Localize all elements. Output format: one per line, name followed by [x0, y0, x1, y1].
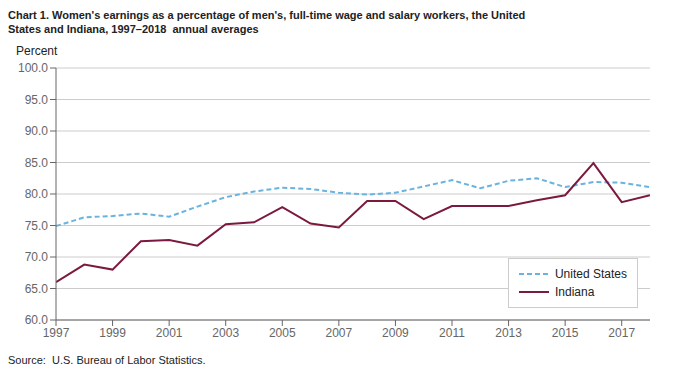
html-text:Chart 1. Women's earnings as a: Chart 1. Women's earnings as a percentag… [8, 9, 526, 21]
svg-text:1997: 1997 [43, 326, 70, 340]
svg-text:2015: 2015 [552, 326, 579, 340]
svg-text:65.0: 65.0 [25, 282, 49, 296]
svg-text:2003: 2003 [212, 326, 239, 340]
html-text:Source: U.S. Bureau of Labor S: Source: U.S. Bureau of Labor Statistics. [8, 354, 206, 366]
svg-text:90.0: 90.0 [25, 124, 49, 138]
svg-text:2009: 2009 [382, 326, 409, 340]
svg-text:70.0: 70.0 [25, 250, 49, 264]
svg-text:85.0: 85.0 [25, 156, 49, 170]
svg-text:60.0: 60.0 [25, 313, 49, 327]
html-text:Indiana: Indiana [555, 285, 595, 299]
svg-text:95.0: 95.0 [25, 93, 49, 107]
svg-text:2007: 2007 [326, 326, 353, 340]
svg-text:80.0: 80.0 [25, 187, 49, 201]
svg-text:100.0: 100.0 [18, 61, 48, 75]
svg-text:75.0: 75.0 [25, 219, 49, 233]
html-text:States and Indiana, 1997–2018: States and Indiana, 1997–2018 annual ave… [8, 23, 259, 35]
svg-text:1999: 1999 [99, 326, 126, 340]
svg-text:2001: 2001 [156, 326, 183, 340]
svg-text:2017: 2017 [608, 326, 635, 340]
svg-text:2011: 2011 [439, 326, 465, 340]
html-text:United States: United States [555, 267, 627, 281]
svg-text:2013: 2013 [495, 326, 522, 340]
html-text:Percent: Percent [16, 44, 58, 58]
svg-text:2005: 2005 [269, 326, 296, 340]
